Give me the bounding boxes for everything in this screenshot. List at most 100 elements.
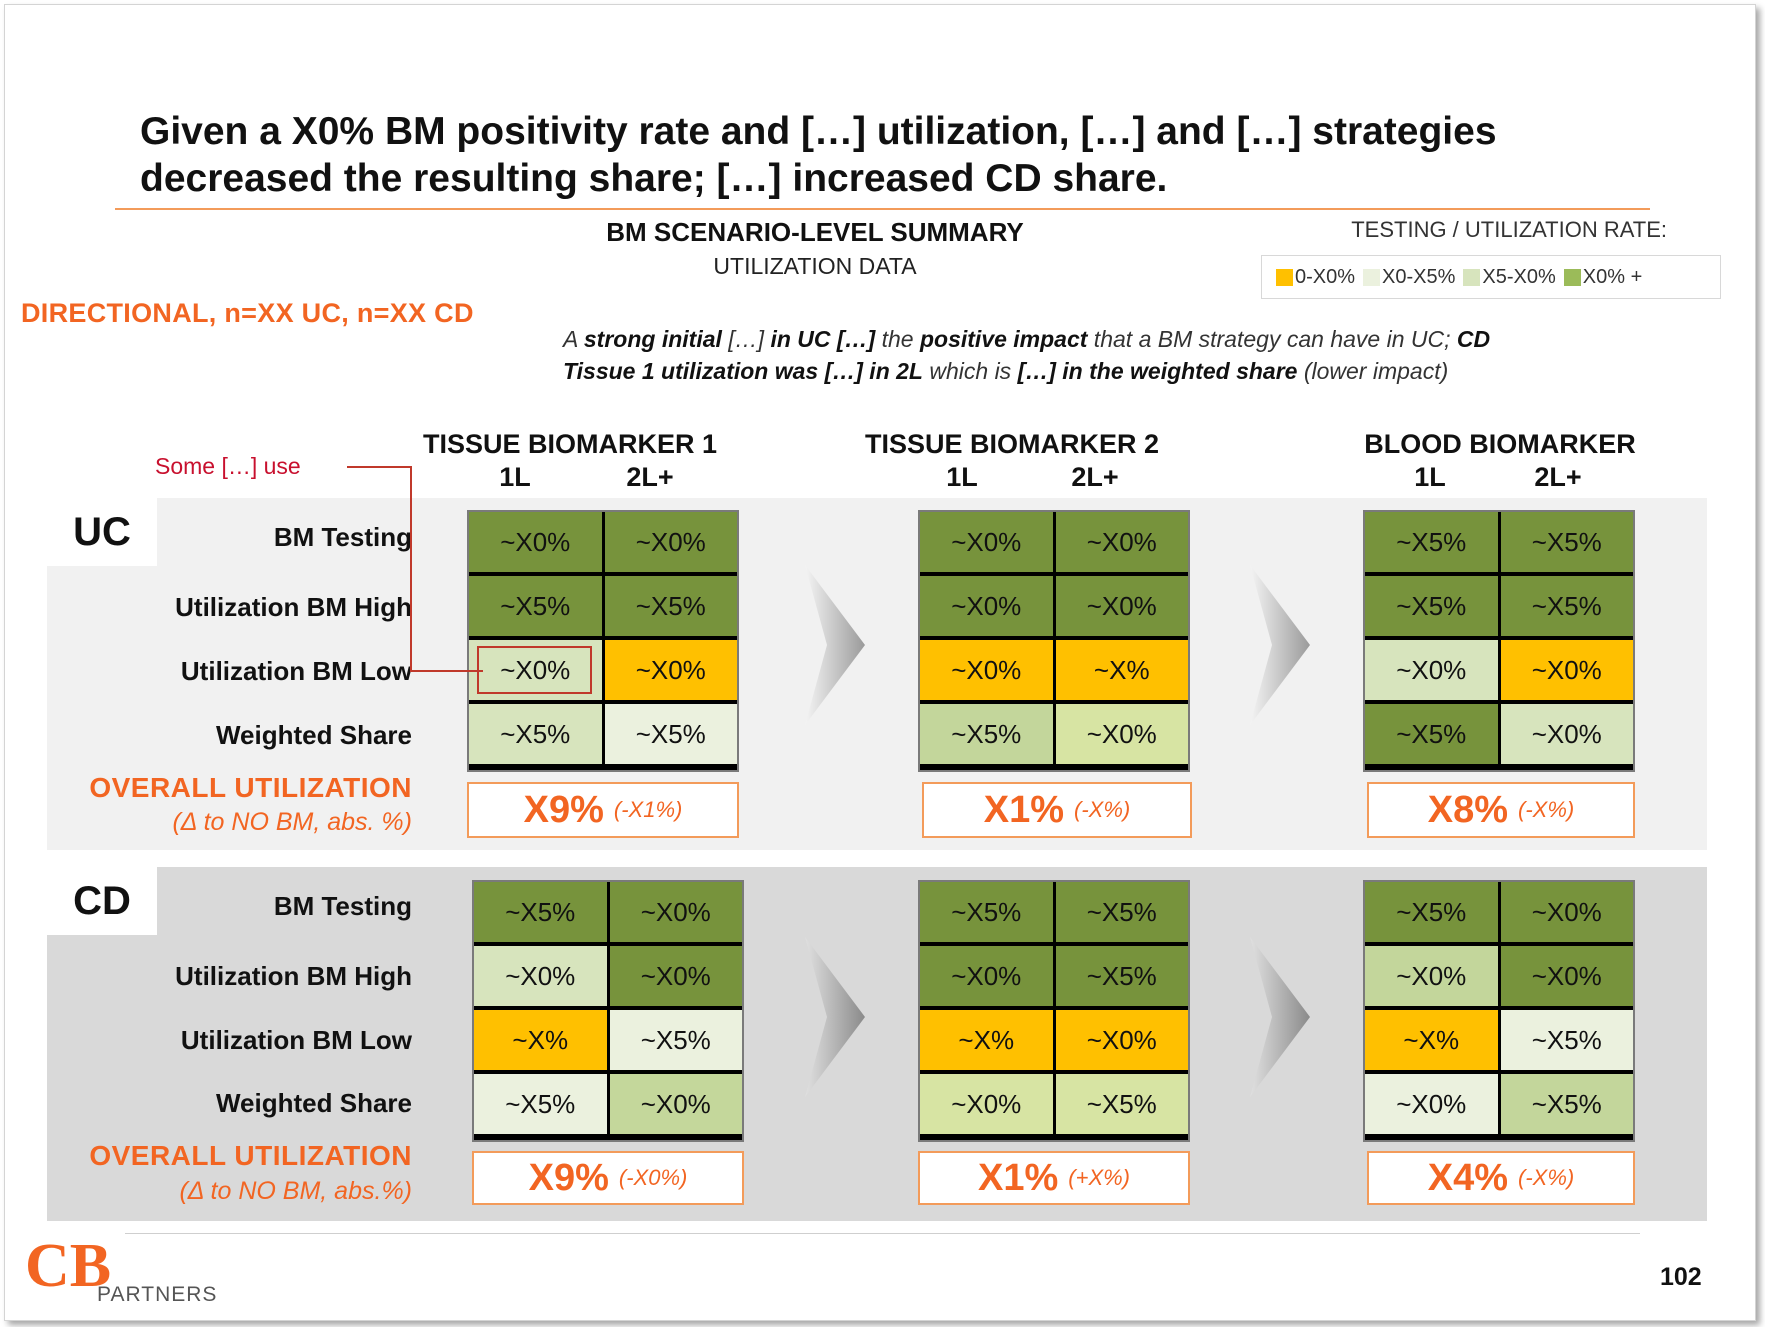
grid-cell: ~X5%	[920, 704, 1053, 764]
grid-cell: ~X5%	[469, 704, 602, 764]
grid-cell: ~X%	[474, 1010, 607, 1070]
cd-overall-box: X4% (-X%)	[1367, 1151, 1635, 1205]
cb-partners-logo: CB PARTNERS	[25, 1232, 218, 1306]
column-subheader: 1L	[1414, 462, 1446, 492]
column-subheader: 2L+	[1534, 462, 1582, 492]
slide-title: Given a X0% BM positivity rate and […] u…	[140, 110, 1497, 200]
cd-overall-box: X9% (-X0%)	[472, 1151, 744, 1205]
grid-cell: ~X5%	[1500, 1074, 1633, 1134]
grid-cell: ~X0%	[609, 946, 742, 1006]
grid-cell: ~X0%	[1055, 512, 1188, 572]
uc-tag: UC	[47, 498, 157, 566]
grid-cell: ~X0%	[1500, 640, 1633, 700]
grid-cell: ~X5%	[1365, 882, 1498, 942]
chevron-right-icon	[805, 565, 865, 725]
grid-cell: ~X0%	[1500, 946, 1633, 1006]
delta-label: (Δ to NO BM, abs. %)	[172, 808, 412, 836]
cd-grid-tissue-1: ~X5% ~X0% ~X0% ~X0% ~X% ~X5% ~X5% ~X0%	[472, 880, 744, 1142]
grid-cell: ~X5%	[920, 882, 1053, 942]
legend-item: X0-X5%	[1363, 266, 1455, 289]
row-label: Utilization BM High	[175, 592, 412, 622]
grid-cell: ~X0%	[604, 640, 737, 700]
uc-grid-blood: ~X5% ~X5% ~X5% ~X5% ~X0% ~X0% ~X5% ~X0%	[1363, 510, 1635, 772]
grid-cell: ~X0%	[469, 512, 602, 572]
grid-cell: ~X%	[1365, 1010, 1498, 1070]
grid-cell: ~X0%	[920, 576, 1053, 636]
row-label: BM Testing	[273, 891, 412, 921]
legend-swatch	[1463, 268, 1481, 286]
grid-cell: ~X5%	[1500, 576, 1633, 636]
delta-label: (Δ to NO BM, abs.%)	[179, 1177, 412, 1205]
grid-cell: ~X0%	[474, 946, 607, 1006]
row-label: BM Testing	[273, 522, 412, 552]
row-label: Utilization BM Low	[180, 656, 412, 686]
column-subheader: 2L+	[1071, 462, 1119, 492]
column-subheader: 1L	[499, 462, 531, 492]
row-label: Utilization BM Low	[180, 1025, 412, 1055]
uc-overall-box: X9% (-X1%)	[467, 782, 739, 838]
uc-grid-tissue-2: ~X0% ~X0% ~X0% ~X0% ~X0% ~X% ~X5% ~X0%	[918, 510, 1190, 772]
row-label: Weighted Share	[215, 1088, 412, 1118]
column-subheader: 1L	[946, 462, 978, 492]
grid-cell: ~X5%	[1055, 1074, 1188, 1134]
grid-cell: ~X0%	[1500, 704, 1633, 764]
title-rule	[115, 208, 1650, 210]
column-group-header: BLOOD BIOMARKER	[1364, 429, 1636, 459]
grid-cell: ~X0%	[1055, 1010, 1188, 1070]
grid-cell-highlighted: ~X0%	[469, 640, 602, 700]
grid-cell: ~X0%	[604, 512, 737, 572]
grid-cell: ~X0%	[920, 1074, 1053, 1134]
legend-title: TESTING / UTILIZATION RATE:	[1351, 217, 1667, 242]
grid-cell: ~X0%	[609, 1074, 742, 1134]
cd-overall-box: X1% (+X%)	[918, 1151, 1190, 1205]
legend: 0-X0% X0-X5% X5-X0% X0% +	[1261, 255, 1721, 299]
summary-title: BM SCENARIO-LEVEL SUMMARY	[606, 217, 1024, 247]
footer-rule	[125, 1233, 1640, 1234]
uc-grid-tissue-1: ~X0% ~X0% ~X5% ~X5% ~X0% ~X0% ~X5% ~X5%	[467, 510, 739, 772]
grid-cell: ~X0%	[920, 640, 1053, 700]
chevron-right-icon	[1250, 565, 1310, 725]
column-subheader: 2L+	[626, 462, 674, 492]
chevron-right-icon	[1250, 937, 1310, 1097]
row-label: Utilization BM High	[175, 961, 412, 991]
grid-cell: ~X5%	[474, 882, 607, 942]
cd-grid-blood: ~X5% ~X0% ~X0% ~X0% ~X% ~X5% ~X0% ~X5%	[1363, 880, 1635, 1142]
grid-cell: ~X%	[920, 1010, 1053, 1070]
uc-overall-box: X8% (-X%)	[1367, 782, 1635, 838]
callout-connector	[347, 466, 483, 672]
grid-cell: ~X5%	[469, 576, 602, 636]
summary-subtitle: UTILIZATION DATA	[713, 253, 917, 279]
legend-swatch	[1563, 268, 1581, 286]
grid-cell: ~X5%	[1055, 946, 1188, 1006]
grid-cell: ~X5%	[604, 704, 737, 764]
legend-swatch	[1276, 268, 1293, 286]
legend-item: 0-X0%	[1276, 266, 1355, 289]
grid-cell: ~X5%	[1365, 512, 1498, 572]
grid-cell: ~X0%	[1365, 640, 1498, 700]
overall-utilization-label: OVERALL UTILIZATION	[89, 1140, 412, 1171]
grid-cell: ~X0%	[1365, 1074, 1498, 1134]
legend-swatch	[1363, 268, 1381, 286]
grid-cell: ~X0%	[920, 512, 1053, 572]
page-number: 102	[1660, 1263, 1702, 1291]
insight-note: A strong initial […] in UC […] the posit…	[563, 326, 1491, 384]
grid-cell: ~X0%	[1500, 882, 1633, 942]
directional-label: DIRECTIONAL, n=XX UC, n=XX CD	[21, 298, 474, 328]
grid-cell: ~X5%	[609, 1010, 742, 1070]
grid-cell: ~X5%	[604, 576, 737, 636]
grid-cell: ~X5%	[1055, 882, 1188, 942]
grid-cell: ~X%	[1055, 640, 1188, 700]
row-label: Weighted Share	[215, 720, 412, 750]
callout-label: Some […] use	[155, 453, 301, 479]
cd-tag: CD	[47, 867, 157, 935]
legend-item: X5-X0%	[1463, 266, 1556, 289]
grid-cell: ~X5%	[1500, 1010, 1633, 1070]
grid-cell: ~X5%	[1500, 512, 1633, 572]
column-group-header: TISSUE BIOMARKER 1	[422, 429, 718, 459]
grid-cell: ~X5%	[1365, 704, 1498, 764]
grid-cell: ~X5%	[1365, 576, 1498, 636]
grid-cell: ~X0%	[1055, 704, 1188, 764]
grid-cell: ~X0%	[1055, 576, 1188, 636]
cd-grid-tissue-2: ~X5% ~X5% ~X0% ~X5% ~X% ~X0% ~X0% ~X5%	[918, 880, 1190, 1142]
legend-item: X0% +	[1563, 266, 1642, 289]
